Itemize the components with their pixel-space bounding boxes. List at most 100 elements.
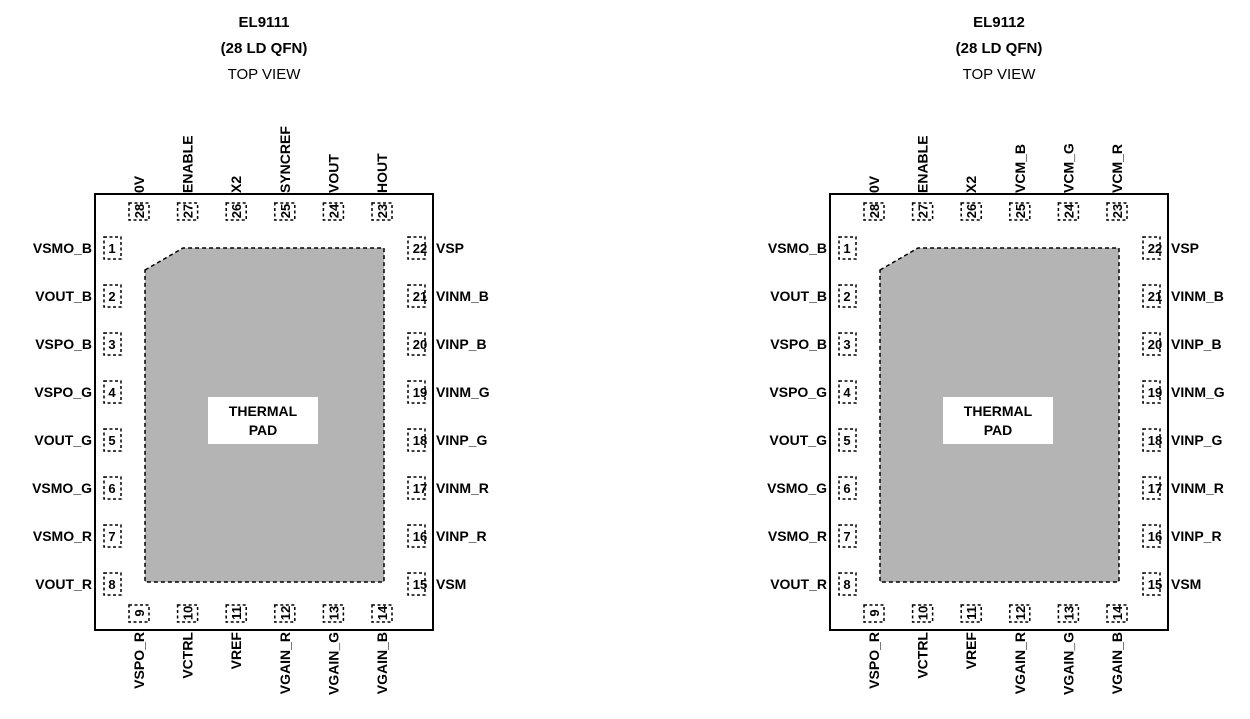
pin-pad: [1142, 524, 1161, 548]
pin-number: 2: [843, 289, 850, 304]
pin-name: 0V: [866, 175, 882, 193]
pin-name: VSPO_B: [35, 336, 92, 352]
pin-pad: [103, 332, 122, 356]
pin-name: VSPO_G: [769, 384, 827, 400]
pin-name: VSPO_R: [131, 632, 147, 689]
pin-pad: [322, 604, 345, 623]
pin-name: VINP_G: [1171, 432, 1222, 448]
pin-name: VSPO_G: [34, 384, 92, 400]
pin-name: VSP: [436, 240, 464, 256]
pin-pad: [1142, 332, 1161, 356]
pin-name: VINP_B: [1171, 336, 1222, 352]
pin-name: VOUT_B: [35, 288, 92, 304]
pin-pad: [1142, 236, 1161, 260]
pin-pad: [103, 572, 122, 596]
pin-pad: [225, 604, 247, 623]
pin-number: 27: [181, 204, 196, 218]
thermal-pad-label-line1: THERMAL: [229, 403, 298, 419]
pin-name: VOUT_R: [35, 576, 92, 592]
pin-name: VINP_R: [436, 528, 487, 544]
pin-pad: [863, 202, 885, 221]
pin-name: VCM_G: [1060, 143, 1076, 193]
pin-pad: [176, 604, 199, 623]
pin-name: 0V: [131, 175, 147, 193]
pin-name: VGAIN_B: [374, 632, 390, 694]
pin-number: 19: [413, 385, 427, 400]
pin-number: 6: [108, 481, 115, 496]
pin-pad: [407, 572, 426, 596]
pin-name: VGAIN_G: [325, 632, 341, 695]
pin-pad: [407, 332, 426, 356]
pin-number: 13: [1061, 606, 1076, 620]
thermal-pad-label-line2: PAD: [249, 422, 278, 438]
pin-pad: [103, 236, 122, 260]
pin-number: 2: [108, 289, 115, 304]
part-number: EL9112: [973, 14, 1025, 31]
pin-pad: [1142, 476, 1161, 500]
pin-number: 14: [1110, 605, 1125, 620]
pin-name: HOUT: [374, 153, 390, 193]
pin-number: 1: [843, 241, 850, 256]
pin-pad: [1142, 380, 1161, 404]
pin-pad: [103, 524, 122, 548]
pin-pad: [128, 202, 150, 221]
pin-pad: [838, 332, 857, 356]
pin-number: 4: [108, 385, 116, 400]
pin-pad: [1057, 604, 1080, 623]
pin-pad: [960, 604, 982, 623]
pin-number: 5: [843, 433, 850, 448]
pin-name: VREF: [228, 632, 244, 670]
pin-pad: [103, 284, 122, 308]
pin-pad: [838, 284, 857, 308]
thermal-pad-label-line1: THERMAL: [964, 403, 1033, 419]
pin-number: 21: [1148, 289, 1162, 304]
pin-name: VINM_B: [436, 288, 489, 304]
pin-name: VOUT_G: [769, 432, 827, 448]
pin-number: 18: [413, 433, 427, 448]
pin-number: 4: [843, 385, 851, 400]
pin-number: 7: [843, 529, 850, 544]
pin-pad: [911, 604, 934, 623]
pin-pad: [863, 604, 885, 623]
pin-number: 20: [1148, 337, 1162, 352]
pin-number: 16: [413, 529, 427, 544]
pin-name: VINP_B: [436, 336, 487, 352]
pin-name: VSPO_R: [866, 632, 882, 689]
pin-name: VGAIN_R: [277, 632, 293, 694]
pin-name: VSMO_G: [767, 480, 827, 496]
pin-pad: [838, 236, 857, 260]
package-outline: [94, 193, 434, 631]
pin-number: 25: [278, 204, 293, 218]
pin-pad: [322, 202, 345, 221]
pin-pad: [1009, 604, 1031, 623]
pin-number: 10: [181, 606, 196, 620]
pin-name: VOUT_R: [770, 576, 827, 592]
pin-name: VINM_R: [1171, 480, 1224, 496]
pin-name: VSP: [1171, 240, 1199, 256]
el9112-package: EL9112 (28 LD QFN) TOP VIEW THERMAL PAD 1 VSMO…: [767, 14, 1225, 695]
pin-number: 9: [867, 609, 882, 616]
pin-name: VSMO_R: [33, 528, 92, 544]
pin-pad: [407, 428, 426, 452]
pin-name: VINM_R: [436, 480, 489, 496]
pin-number: 9: [132, 609, 147, 616]
pin-name: SYNCREF: [277, 126, 293, 193]
package-type: (28 LD QFN): [221, 40, 308, 57]
pin-pad: [838, 380, 857, 404]
pin-number: 15: [413, 577, 427, 592]
pin-name: VCTRL: [915, 632, 931, 679]
pin-number: 11: [964, 606, 979, 620]
pin-name: VGAIN_B: [1109, 632, 1125, 694]
pin-pad: [838, 428, 857, 452]
pin-number: 12: [1013, 606, 1028, 620]
pin-pad: [274, 604, 296, 623]
pin-name: VSPO_B: [770, 336, 827, 352]
pin-pad: [274, 202, 296, 221]
pin-pad: [407, 380, 426, 404]
pin-pad: [911, 202, 934, 221]
pin-pad: [1106, 604, 1128, 623]
pin-number: 25: [1013, 204, 1028, 218]
pin-name: VSM: [1171, 576, 1201, 592]
pin-name: VOUT: [325, 154, 341, 193]
